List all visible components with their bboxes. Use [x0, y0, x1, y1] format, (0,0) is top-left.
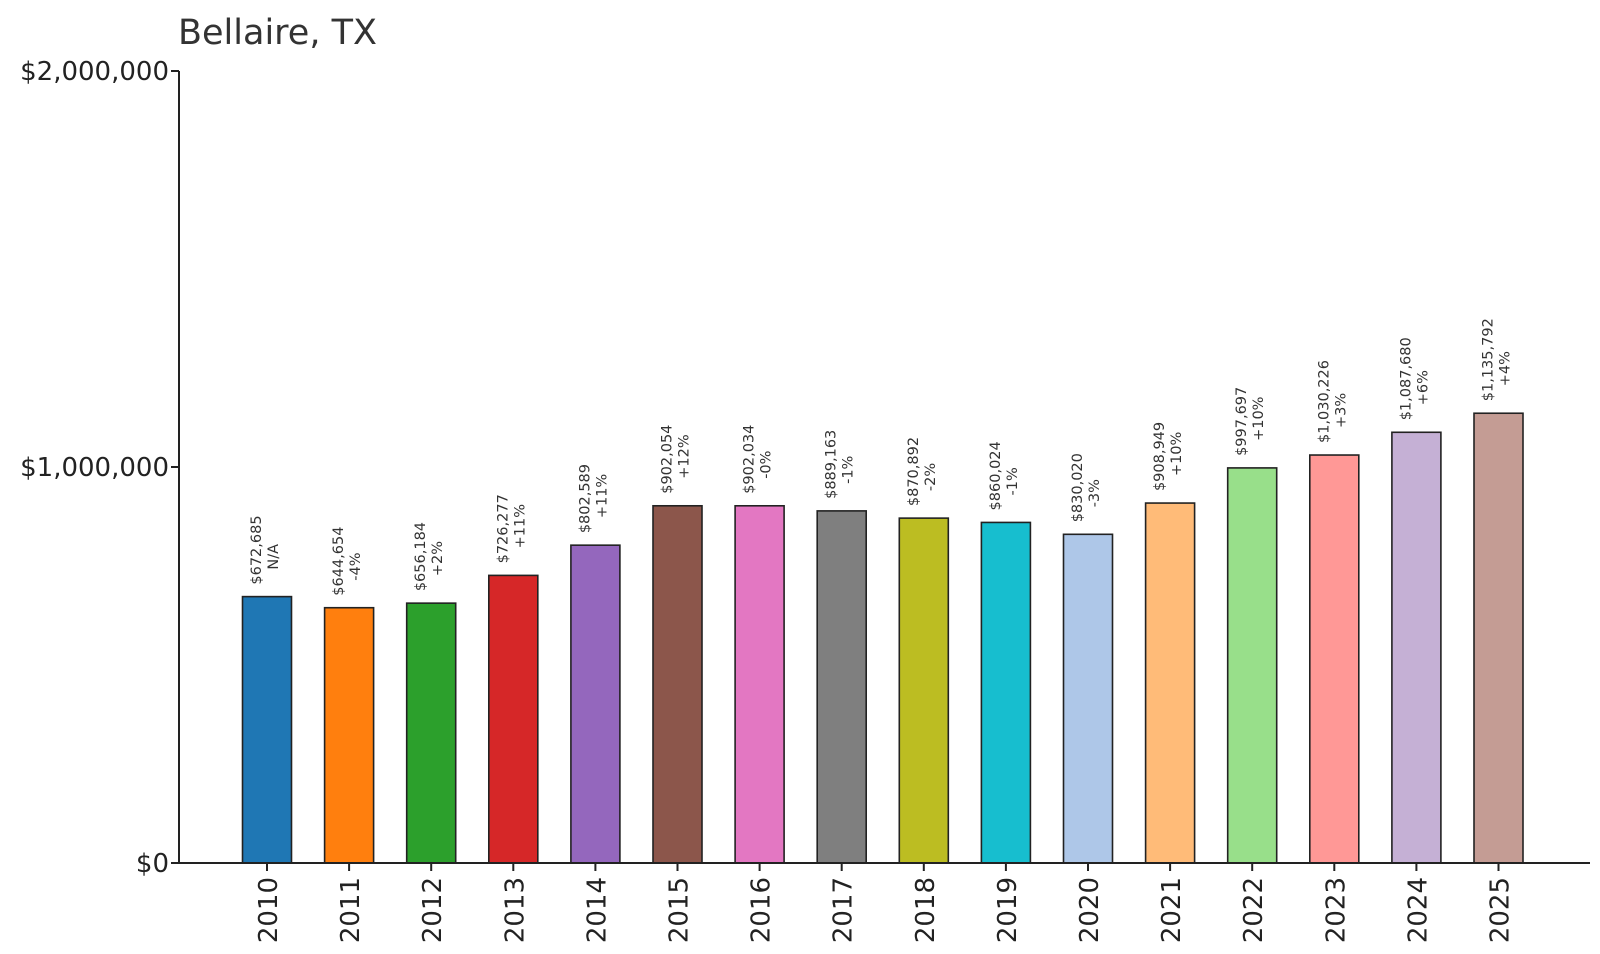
- bar-2011: [323, 606, 375, 864]
- y-tick-label: $0: [136, 849, 169, 879]
- bar-value-label: $1,030,226: [1316, 360, 1332, 443]
- bar-2010: [241, 595, 293, 864]
- y-tick-label: $2,000,000: [20, 57, 169, 87]
- bar-change-label: +10%: [1251, 397, 1267, 441]
- bar-change-label: +3%: [1333, 393, 1349, 428]
- bar-change-label: +10%: [1169, 432, 1185, 476]
- x-tick-label: 2013: [500, 877, 530, 943]
- x-tick-label: 2010: [254, 877, 284, 943]
- bar-2024: [1391, 431, 1442, 864]
- bar-value-label: $902,054: [660, 425, 676, 494]
- y-tick-label: $1,000,000: [20, 453, 169, 483]
- x-tick-label: 2011: [336, 877, 366, 943]
- bar-2023: [1309, 454, 1360, 864]
- bar-2020: [1062, 533, 1114, 864]
- bars: [241, 412, 1524, 864]
- x-tick-label: 2025: [1486, 877, 1516, 943]
- bar-value-label: $656,184: [413, 522, 429, 591]
- bar-value-label: $997,697: [1234, 387, 1250, 456]
- bar-change-label: +11%: [594, 474, 610, 518]
- bar-value-label: $644,654: [331, 527, 347, 596]
- bar-2018: [898, 517, 950, 864]
- x-tick-label: 2015: [665, 877, 695, 943]
- bar-value-label: $672,685: [249, 515, 265, 584]
- bar-change-label: +11%: [512, 504, 528, 548]
- chart-title: Bellaire, TX: [178, 13, 377, 53]
- bar-2014: [570, 544, 621, 864]
- x-tick-label: 2016: [747, 877, 777, 943]
- x-tick-label: 2023: [1321, 877, 1351, 943]
- bar-2025: [1473, 412, 1524, 864]
- bar-value-label: $860,024: [988, 441, 1004, 510]
- x-tick-label: 2021: [1157, 877, 1187, 943]
- bar-change-label: -1%: [1005, 467, 1021, 495]
- x-tick-label: 2012: [418, 877, 448, 943]
- bar-change-label: N/A: [266, 544, 282, 570]
- bar-value-label: $1,135,792: [1481, 318, 1497, 401]
- bar-2019: [980, 521, 1032, 864]
- bar-value-label: $1,087,680: [1398, 337, 1414, 420]
- bar-change-label: -3%: [1087, 479, 1103, 507]
- bar-2021: [1144, 502, 1196, 864]
- bar-change-label: -2%: [923, 463, 939, 491]
- x-tick-label: 2018: [911, 877, 941, 943]
- bar-change-label: +6%: [1415, 370, 1431, 405]
- bar-value-label: $802,589: [577, 464, 593, 533]
- y-axis: $0 $1,000,000 $2,000,000: [20, 57, 180, 879]
- bar-2015: [652, 504, 703, 864]
- bar-value-label: $870,892: [906, 437, 922, 506]
- bar-change-label: -1%: [841, 456, 857, 484]
- bar-2013: [487, 574, 539, 864]
- x-tick-label: 2014: [582, 877, 612, 943]
- bar-value-label: $889,163: [824, 430, 840, 499]
- bar-2016: [734, 504, 785, 864]
- bar-change-label: +12%: [677, 434, 693, 478]
- bar-change-label: +2%: [430, 541, 446, 576]
- bar-2022: [1226, 467, 1278, 864]
- x-axis: 2010 2011 2012 2013 2014 2015 2016 2017 2018 2019…: [179, 862, 1590, 943]
- bar-2012: [405, 602, 457, 864]
- bar-value-label: $902,034: [742, 425, 758, 494]
- bar-value-label: $908,949: [1152, 422, 1168, 491]
- bar-value-label: $726,277: [495, 494, 511, 563]
- x-tick-label: 2017: [829, 877, 859, 943]
- x-tick-label: 2019: [993, 877, 1023, 943]
- bar-change-label: +4%: [1498, 351, 1514, 386]
- bar-value-labels: $672,685 N/A $644,654 -4% $656,184 +2% $726,27…: [249, 318, 1514, 596]
- bar-change-label: -4%: [348, 552, 364, 580]
- bar-2017: [816, 510, 868, 864]
- x-tick-label: 2024: [1403, 877, 1433, 943]
- bar-change-label: -0%: [759, 451, 775, 479]
- x-tick-label: 2022: [1239, 877, 1269, 943]
- x-tick-label: 2020: [1075, 877, 1105, 943]
- bar-value-label: $830,020: [1070, 453, 1086, 522]
